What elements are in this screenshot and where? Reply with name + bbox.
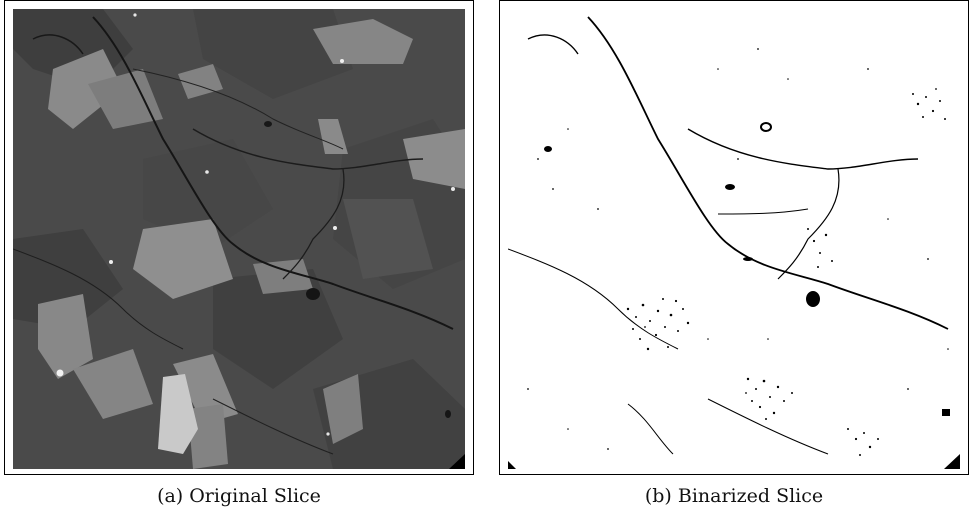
binarized-slice-graphic	[508, 9, 960, 469]
crack	[192, 128, 424, 170]
light-grain	[88, 69, 163, 129]
light-grain	[38, 294, 93, 379]
caption-label-a: (a)	[157, 485, 184, 507]
crack	[92, 16, 454, 330]
pore	[264, 121, 272, 127]
bright-speck	[451, 187, 455, 191]
bright-speck	[205, 170, 209, 174]
caption-original-slice: (a) Original Slice	[4, 485, 474, 507]
light-grain	[323, 374, 363, 444]
original-slice-graphic	[13, 9, 465, 469]
pore	[544, 146, 552, 152]
pore	[445, 410, 451, 418]
bright-speck	[109, 260, 113, 264]
crack	[627, 403, 674, 455]
crack	[508, 248, 679, 350]
bright-speck	[56, 369, 64, 377]
crack	[32, 34, 84, 55]
corner-wedge	[449, 454, 465, 469]
caption-text-a: Original Slice	[189, 485, 321, 507]
speckle-cluster	[807, 228, 833, 268]
caption-label-b: (b)	[644, 485, 672, 507]
dark-grain	[193, 9, 353, 99]
light-grain	[48, 49, 123, 129]
caption-text-b: Binarized Slice	[677, 485, 824, 507]
crack	[527, 34, 579, 55]
original-slice-panel	[4, 0, 474, 475]
speckle-cluster	[912, 88, 946, 120]
crack	[587, 16, 949, 330]
speckle-cluster	[626, 298, 690, 351]
crack	[717, 208, 809, 215]
crack	[13, 248, 184, 350]
crack	[282, 168, 345, 280]
speckle-cluster	[847, 428, 879, 456]
pore	[725, 184, 735, 190]
bright-speck	[333, 226, 337, 230]
light-grain	[403, 129, 465, 189]
pore	[942, 409, 950, 416]
crack	[212, 398, 334, 455]
light-grain	[318, 119, 348, 154]
pore	[743, 257, 753, 261]
crack	[707, 398, 829, 455]
corner-wedge	[944, 454, 960, 469]
caption-binarized-slice: (b) Binarized Slice	[499, 485, 969, 507]
pore	[306, 288, 320, 300]
binarized-slice-image	[508, 9, 960, 469]
light-grain	[188, 404, 228, 469]
scattered-speckles	[527, 48, 949, 450]
corner-wedge	[508, 461, 516, 469]
binary-background	[508, 9, 960, 469]
speckle-cluster	[745, 377, 793, 420]
pore	[806, 291, 820, 307]
dark-grain	[143, 139, 273, 249]
pore	[760, 122, 772, 132]
bright-speck	[340, 59, 344, 63]
light-grain	[73, 349, 153, 419]
bright-speck	[133, 13, 137, 17]
crack	[687, 128, 919, 170]
crack	[132, 68, 344, 150]
mid-grain	[343, 199, 433, 279]
bright-grain	[158, 374, 198, 454]
crack	[777, 168, 840, 280]
light-grain	[253, 259, 313, 294]
light-grain	[313, 19, 413, 64]
binarized-slice-panel	[499, 0, 969, 475]
bright-speck	[326, 432, 330, 436]
light-grain	[133, 219, 233, 299]
original-slice-image	[13, 9, 465, 469]
